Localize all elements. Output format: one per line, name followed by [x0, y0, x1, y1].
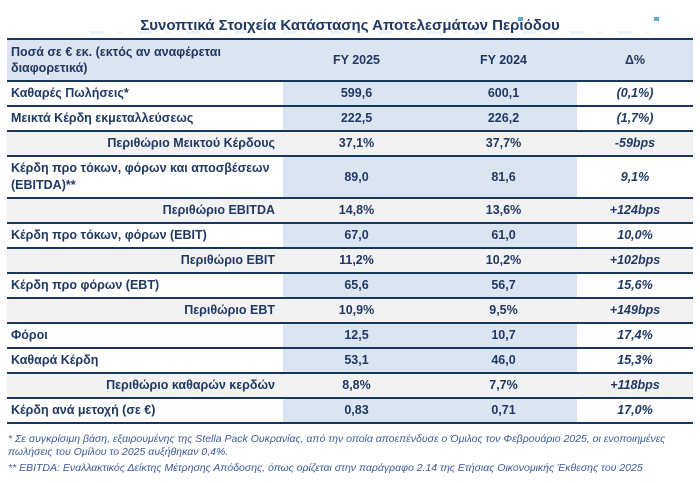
- fy2025-value: 53,1: [283, 348, 430, 373]
- header-delta-percent: Δ%: [577, 39, 693, 81]
- fy2024-value: 13,6%: [430, 198, 577, 223]
- fy2024-value: 37,7%: [430, 131, 577, 156]
- fy2024-value: 7,7%: [430, 373, 577, 398]
- delta-value: +124bps: [577, 198, 693, 223]
- fy2025-value: 37,1%: [283, 131, 430, 156]
- margin-row: Περιθώριο EBIT 11,2% 10,2% +102bps: [7, 248, 693, 273]
- cropped-content-fragment-right: [654, 17, 659, 21]
- fy2024-value: 81,6: [430, 156, 577, 198]
- fy2024-value: 9,5%: [430, 298, 577, 323]
- row-label: Κέρδη προ τόκων, φόρων (EBIT): [7, 223, 283, 248]
- fy2025-value: 0,83: [283, 398, 430, 423]
- fy2025-value: 11,2%: [283, 248, 430, 273]
- fy2024-value: 61,0: [430, 223, 577, 248]
- fy2024-value: 600,1: [430, 81, 577, 106]
- row-label: Περιθώριο EBIT: [7, 248, 283, 273]
- delta-value: (1,7%): [577, 106, 693, 131]
- fy2024-value: 0,71: [430, 398, 577, 423]
- table-row: Κέρδη προ φόρων (EBT) 65,6 56,7 15,6%: [7, 273, 693, 298]
- table-row: Φόροι 12,5 10,7 17,4%: [7, 323, 693, 348]
- row-label: Καθαρά Κέρδη: [7, 348, 283, 373]
- table-row: Καθαρά Κέρδη 53,1 46,0 15,3%: [7, 348, 693, 373]
- row-label: Κέρδη ανά μετοχή (σε €): [7, 398, 283, 423]
- fy2025-value: 14,8%: [283, 198, 430, 223]
- row-label: Μεικτά Κέρδη εκμεταλλεύσεως: [7, 106, 283, 131]
- row-label: Περιθώριο EBITDA: [7, 198, 283, 223]
- footnote-comparable-basis: * Σε συγκρίσιμη βάση, εξαιρουμένης της S…: [8, 433, 666, 459]
- fy2025-value: 599,6: [283, 81, 430, 106]
- cropped-content-band: [90, 31, 650, 34]
- fy2025-value: 89,0: [283, 156, 430, 198]
- table-row: Κέρδη ανά μετοχή (σε €) 0,83 0,71 17,0%: [7, 398, 693, 423]
- fy2025-value: 65,6: [283, 273, 430, 298]
- delta-value: 17,4%: [577, 323, 693, 348]
- fy2025-value: 12,5: [283, 323, 430, 348]
- row-label: Κέρδη προ φόρων (EBT): [7, 273, 283, 298]
- delta-value: +102bps: [577, 248, 693, 273]
- delta-value: 15,6%: [577, 273, 693, 298]
- delta-value: +149bps: [577, 298, 693, 323]
- row-label: Περιθώριο Μεικτού Κέρδους: [7, 131, 283, 156]
- margin-row: Περιθώριο καθαρών κερδών 8,8% 7,7% +118bps: [7, 373, 693, 398]
- row-label: Κέρδη προ τόκων, φόρων και αποσβέσεων (E…: [7, 156, 283, 198]
- delta-value: (0,1%): [577, 81, 693, 106]
- cropped-content-fragment-left: [518, 17, 523, 21]
- fy2025-value: 67,0: [283, 223, 430, 248]
- margin-row: Περιθώριο Μεικτού Κέρδους 37,1% 37,7% -59bp…: [7, 131, 693, 156]
- fy2024-value: 46,0: [430, 348, 577, 373]
- fy2024-value: 10,7: [430, 323, 577, 348]
- fy2024-value: 10,2%: [430, 248, 577, 273]
- row-label: Φόροι: [7, 323, 283, 348]
- footnotes: * Σε συγκρίσιμη βάση, εξαιρουμένης της S…: [8, 433, 692, 475]
- delta-value: 15,3%: [577, 348, 693, 373]
- delta-value: -59bps: [577, 131, 693, 156]
- table-row: Μεικτά Κέρδη εκμεταλλεύσεως 222,5 226,2 (1,…: [7, 106, 693, 131]
- header-fy2024: FY 2024: [430, 39, 577, 81]
- margin-row: Περιθώριο EBITDA 14,8% 13,6% +124bps: [7, 198, 693, 223]
- page-title: Συνοπτικά Στοιχεία Κατάστασης Αποτελεσμά…: [140, 17, 560, 34]
- fy2025-value: 8,8%: [283, 373, 430, 398]
- table-row: Κέρδη προ τόκων, φόρων (EBIT) 67,0 61,0 10,…: [7, 223, 693, 248]
- delta-value: 9,1%: [577, 156, 693, 198]
- delta-value: 10,0%: [577, 223, 693, 248]
- table-row: Καθαρές Πωλήσεις* 599,6 600,1 (0,1%): [7, 81, 693, 106]
- row-label: Περιθώριο καθαρών κερδών: [7, 373, 283, 398]
- fy2024-value: 56,7: [430, 273, 577, 298]
- header-units-note: Ποσά σε € εκ. (εκτός αν αναφέρεται διαφο…: [7, 39, 283, 81]
- table-header-row: Ποσά σε € εκ. (εκτός αν αναφέρεται διαφο…: [7, 39, 693, 81]
- footnote-ebitda-definition: ** EBITDA: Εναλλακτικός Δείκτης Μέτρησης…: [8, 461, 643, 474]
- delta-value: 17,0%: [577, 398, 693, 423]
- delta-value: +118bps: [577, 373, 693, 398]
- fy2024-value: 226,2: [430, 106, 577, 131]
- row-label: Καθαρές Πωλήσεις*: [7, 81, 283, 106]
- row-label: Περιθώριο EBT: [7, 298, 283, 323]
- margin-row: Περιθώριο EBT 10,9% 9,5% +149bps: [7, 298, 693, 323]
- fy2025-value: 10,9%: [283, 298, 430, 323]
- header-fy2025: FY 2025: [283, 39, 430, 81]
- table-row: Κέρδη προ τόκων, φόρων και αποσβέσεων (E…: [7, 156, 693, 198]
- income-statement-table: Ποσά σε € εκ. (εκτός αν αναφέρεται διαφο…: [7, 38, 693, 424]
- fy2025-value: 222,5: [283, 106, 430, 131]
